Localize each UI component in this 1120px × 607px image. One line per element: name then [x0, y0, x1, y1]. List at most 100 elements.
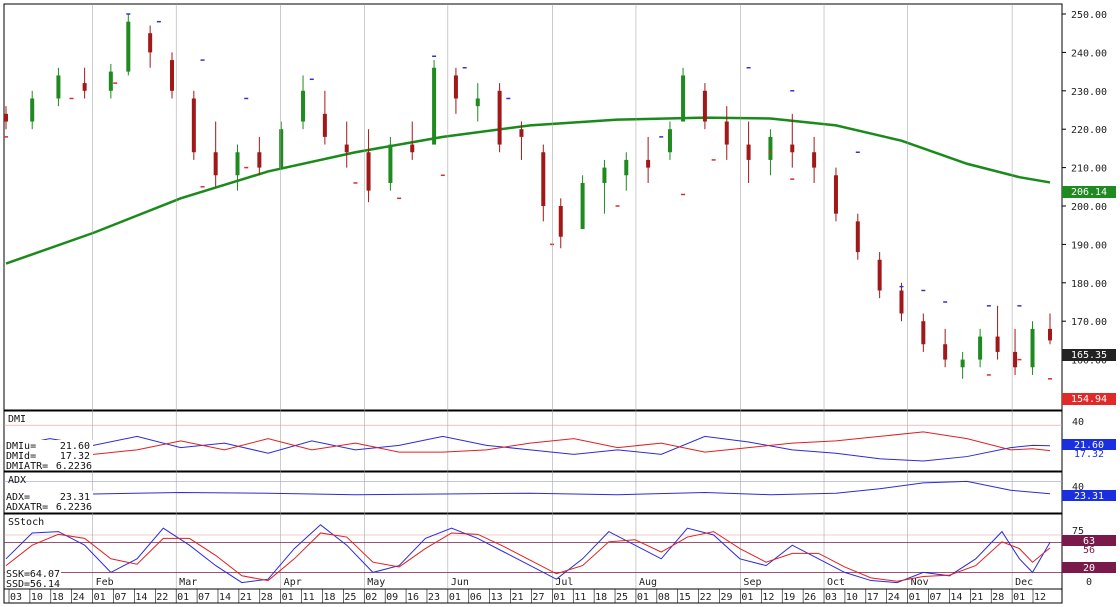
day-label: 14	[219, 592, 231, 603]
candle-body	[855, 221, 860, 253]
date-axis-frame	[3, 588, 1063, 604]
day-label: 01	[449, 592, 461, 603]
candle-body	[833, 175, 838, 214]
price-tick-label: 210.00	[1071, 164, 1107, 175]
adx-tag-text: 23.31	[1074, 491, 1104, 502]
dmi-minus-line	[5, 431, 1051, 455]
day-label: 01	[553, 592, 565, 603]
adx-line	[5, 480, 1051, 496]
day-label: 07	[198, 592, 210, 603]
price-tick-label: 200.00	[1071, 202, 1107, 213]
day-label: 25	[616, 592, 628, 603]
day-label: 01	[741, 592, 753, 603]
day-label: 15	[679, 592, 691, 603]
dmi-panel-frame	[3, 410, 1063, 472]
month-label: Dec	[1015, 577, 1033, 588]
adx-readout-box	[5, 491, 93, 512]
day-label: 29	[721, 592, 733, 603]
sstoch-readout-box	[5, 568, 61, 588]
sar-value-tag	[1062, 393, 1116, 405]
candle-body	[541, 152, 546, 206]
dmi-minus-tag-text: 17.32	[1074, 449, 1104, 460]
candle-body	[475, 98, 480, 107]
day-label: 03	[10, 592, 22, 603]
month-label: Aug	[639, 577, 657, 588]
price-tick-label: 230.00	[1071, 87, 1107, 98]
candle-body	[453, 75, 458, 99]
dmi-lines	[4, 424, 1062, 462]
price-panel-frame	[3, 3, 1063, 411]
dmi-title: DMI	[8, 414, 26, 425]
day-label: 18	[595, 592, 607, 603]
day-label: 01	[637, 592, 649, 603]
day-label: 12	[762, 592, 774, 603]
day-label: 07	[929, 592, 941, 603]
day-label: 28	[261, 592, 273, 603]
ma200-line	[5, 116, 1051, 265]
day-label: 16	[407, 592, 419, 603]
stoch-low-tag-text: 20	[1083, 563, 1095, 574]
month-label: Jul	[555, 577, 573, 588]
day-label: 24	[73, 592, 85, 603]
candle-body	[126, 21, 131, 72]
adx-value: 23.31	[60, 492, 90, 503]
candle-body	[56, 75, 61, 99]
adx-axis-40: 40	[1072, 482, 1084, 493]
candle-body	[702, 90, 707, 122]
ma-value-tag-text: 206.14	[1071, 187, 1107, 198]
candle-body	[191, 98, 196, 153]
month-label: Mar	[179, 577, 197, 588]
dmi-plus-tag-text: 21.60	[1074, 440, 1104, 451]
month-label: Nov	[911, 577, 929, 588]
day-label: 19	[783, 592, 795, 603]
candle-body	[960, 359, 965, 368]
day-label: 27	[532, 592, 544, 603]
day-label: 18	[52, 592, 64, 603]
candle-body	[995, 336, 1000, 352]
day-label: 10	[846, 592, 858, 603]
day-label: 09	[386, 592, 398, 603]
price-tick-label: 170.00	[1071, 317, 1107, 328]
candle-body	[558, 206, 563, 237]
day-label: 23	[428, 592, 440, 603]
ssd-label: SSD=	[6, 579, 30, 590]
month-separators: Feb Mar Apr May Jun Jul Aug Sep Oct Nov Dec	[92, 4, 1033, 589]
price-tick-label: 180.00	[1071, 279, 1107, 290]
month-label: Feb	[96, 577, 114, 588]
day-label: 07	[114, 592, 126, 603]
sstoch-panel-frame	[3, 513, 1063, 590]
candles-layer	[4, 14, 1052, 379]
day-label: 14	[950, 592, 962, 603]
dmi-axis-40: 40	[1072, 417, 1084, 428]
candle-body	[322, 113, 327, 137]
day-label: 25	[344, 592, 356, 603]
day-label: 21	[512, 592, 524, 603]
day-label: 11	[574, 592, 586, 603]
candle-body	[978, 336, 983, 360]
stoch-axis-0: 0	[1086, 577, 1092, 588]
dmi-atr-label: DMIATR=	[6, 461, 48, 472]
day-label: 22	[156, 592, 168, 603]
candle-body	[213, 152, 218, 176]
price-tick-label: 250.00	[1071, 10, 1107, 21]
candle-body	[432, 67, 437, 145]
day-label: 01	[1013, 592, 1025, 603]
candle-body	[519, 129, 524, 137]
ssk-tag-text: 63	[1083, 536, 1095, 547]
stoch-low-tag	[1062, 562, 1116, 573]
adx-atr-label: ADXATR=	[6, 502, 48, 513]
candle-body	[899, 290, 904, 314]
ssk-value: 64.07	[30, 569, 60, 580]
candle-body	[768, 136, 773, 160]
dmi-minus-label: DMId=	[6, 451, 36, 462]
adx-title: ADX	[8, 475, 26, 486]
sar-value-tag-text: 154.94	[1071, 394, 1107, 405]
candle-body	[235, 152, 240, 176]
candle-body	[580, 182, 585, 230]
candle-body	[1048, 328, 1052, 341]
candle-body	[667, 129, 672, 153]
candle-body	[169, 60, 174, 91]
candle-body	[681, 75, 686, 122]
price-y-axis: 150.00160.00170.00180.00190.00200.00210.…	[1062, 10, 1107, 405]
